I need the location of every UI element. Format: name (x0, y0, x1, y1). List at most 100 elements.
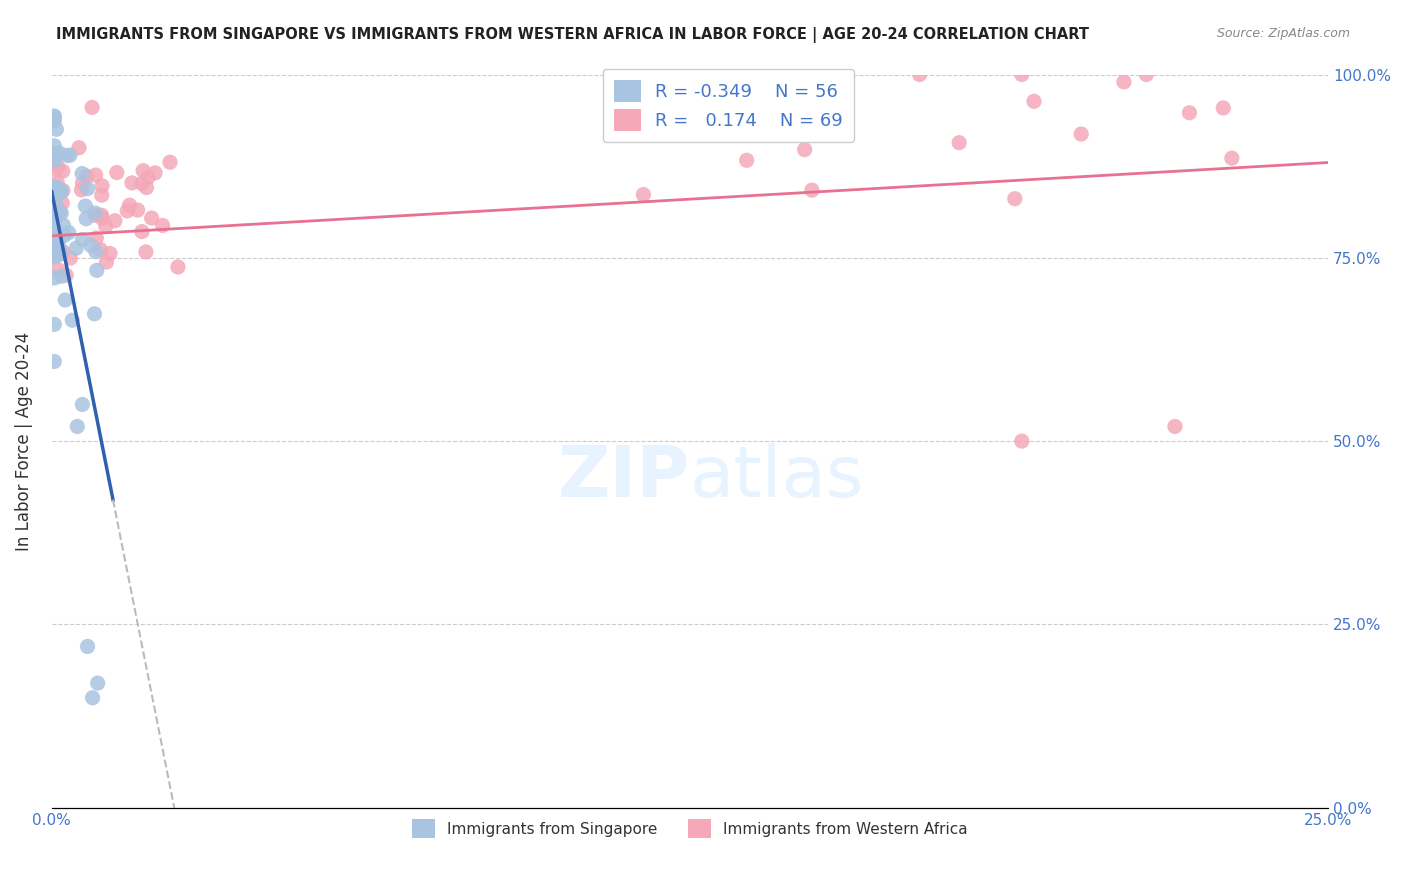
Point (45, 179, 67, 194)
Legend: Immigrants from Singapore, Immigrants from Western Africa: Immigrants from Singapore, Immigrants fr… (406, 814, 974, 844)
Point (84, 244, 107, 259)
Point (44, 189, 66, 203)
Point (55, 268, 77, 282)
Point (1135, 68, 1157, 82)
Point (80, 238, 103, 252)
Point (44, 146, 66, 161)
Point (51, 244, 73, 259)
Point (44, 250, 66, 264)
Point (52, 219, 75, 233)
Point (84, 206, 107, 220)
Point (135, 244, 157, 259)
Point (908, 68, 931, 82)
Point (98, 246, 121, 260)
Point (1070, 127, 1092, 141)
Point (735, 153, 758, 168)
Point (53, 293, 76, 307)
Point (49, 185, 72, 199)
Point (52, 184, 75, 198)
Point (1011, 68, 1033, 82)
Point (44, 318, 66, 332)
Point (1212, 101, 1234, 115)
Point (1220, 151, 1243, 165)
Point (793, 143, 815, 157)
Point (131, 225, 153, 239)
Point (1022, 95, 1045, 109)
Point (44, 109, 66, 123)
Point (44, 227, 66, 242)
Point (44, 207, 66, 221)
Point (152, 219, 174, 233)
Point (44, 354, 66, 368)
Point (94, 219, 117, 234)
Point (44, 180, 66, 194)
Point (159, 155, 181, 169)
Point (1004, 192, 1026, 206)
Point (51, 206, 73, 220)
Point (96, 255, 118, 269)
Point (46, 207, 69, 221)
Point (44, 240, 66, 254)
Point (105, 165, 128, 179)
Point (45, 162, 67, 177)
Point (44, 182, 66, 196)
Point (800, 183, 823, 197)
Text: Source: ZipAtlas.com: Source: ZipAtlas.com (1216, 27, 1350, 40)
Point (44, 248, 66, 262)
Point (141, 211, 163, 226)
Point (76, 181, 98, 195)
Point (44, 208, 66, 222)
Point (86, 676, 108, 690)
Point (83, 307, 105, 321)
Point (67, 141, 90, 155)
Point (44, 271, 66, 285)
Point (48, 234, 70, 248)
Point (48, 241, 70, 255)
Point (89, 243, 111, 257)
Point (44, 114, 66, 128)
Point (49, 183, 72, 197)
Point (650, 106, 672, 120)
Point (117, 203, 139, 218)
Point (51, 196, 73, 211)
Point (86, 231, 108, 245)
Point (167, 260, 190, 274)
Point (46, 181, 69, 195)
Point (121, 176, 143, 190)
Point (132, 163, 155, 178)
Point (66, 419, 89, 434)
Point (58, 226, 80, 240)
Point (56, 148, 79, 162)
Y-axis label: In Labor Force | Age 20-24: In Labor Force | Age 20-24 (15, 332, 32, 550)
Point (46, 262, 69, 277)
Point (80, 100, 103, 114)
Point (44, 196, 66, 211)
Point (44, 153, 66, 168)
Point (53, 228, 76, 243)
Point (118, 198, 141, 212)
Point (82, 690, 104, 705)
Point (84, 208, 107, 222)
Point (84, 168, 107, 182)
Point (91, 178, 114, 193)
Point (70, 183, 93, 197)
Point (135, 180, 157, 194)
Point (65, 241, 87, 255)
Point (90, 188, 112, 202)
Point (49, 204, 72, 219)
Point (60, 313, 83, 327)
Point (44, 219, 66, 233)
Point (1178, 105, 1201, 120)
Point (1112, 75, 1135, 89)
Point (45, 209, 67, 223)
Point (948, 136, 970, 150)
Point (45, 249, 67, 263)
Text: ZIP: ZIP (558, 443, 690, 512)
Point (75, 211, 97, 226)
Point (76, 169, 98, 183)
Point (633, 187, 655, 202)
Point (44, 138, 66, 153)
Point (48, 244, 70, 258)
Point (44, 179, 66, 194)
Point (91, 211, 114, 226)
